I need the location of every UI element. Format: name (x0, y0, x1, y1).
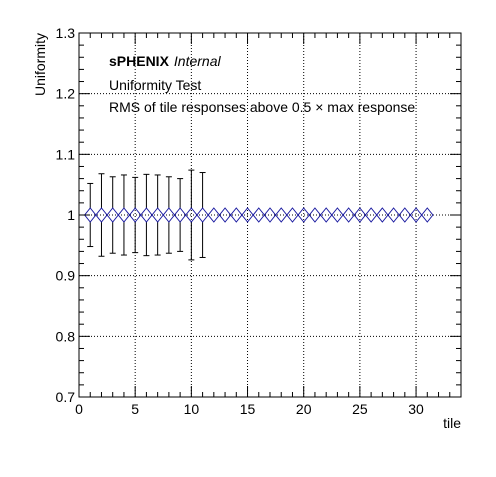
y-tick-label: 1.2 (56, 86, 76, 102)
y-axis-label: Uniformity (32, 33, 48, 96)
x-axis-label: tile (443, 415, 461, 431)
annotation-experiment: sPHENIX (109, 53, 170, 69)
x-tick-label: 20 (296, 401, 312, 417)
y-tick-label: 1.1 (56, 146, 76, 162)
annotation-description: RMS of tile responses above 0.5 × max re… (109, 99, 415, 115)
x-tick-label: 10 (184, 401, 200, 417)
y-tick-label: 1 (67, 207, 75, 223)
y-tick-label: 0.9 (56, 268, 76, 284)
x-tick-label: 5 (131, 401, 139, 417)
x-tick-label: 25 (352, 401, 368, 417)
x-tick-label: 15 (240, 401, 256, 417)
x-tick-label: 0 (75, 401, 83, 417)
y-tick-label: 0.7 (56, 389, 76, 405)
y-tick-label: 0.8 (56, 328, 76, 344)
annotation-test-name: Uniformity Test (109, 77, 201, 93)
y-tick-label: 1.3 (56, 25, 76, 41)
x-tick-label: 30 (408, 401, 424, 417)
annotation-experiment-line: sPHENIX Internal (109, 53, 222, 69)
annotation-status: Internal (174, 53, 222, 69)
